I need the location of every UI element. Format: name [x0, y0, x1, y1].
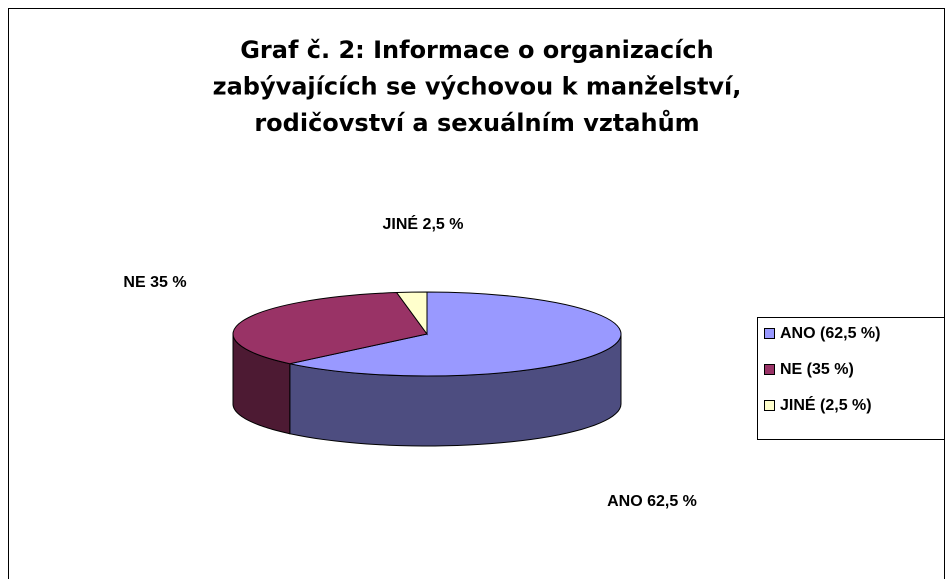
legend-swatch [764, 328, 775, 339]
legend-box [757, 317, 945, 440]
legend-swatch [764, 364, 775, 375]
data-label: JINÉ 2,5 % [383, 214, 464, 233]
pie-slice [289, 291, 622, 377]
pie-slice [395, 291, 428, 336]
data-label: NE 35 % [123, 274, 186, 291]
pie-slice [232, 292, 428, 365]
legend-label: JINÉ (2,5 %) [780, 395, 872, 414]
legend-label: ANO (62,5 %) [780, 325, 880, 342]
chart-title: zabývajících se výchovou k manželství, [213, 73, 742, 101]
legend-label: NE (35 %) [780, 361, 854, 378]
chart-title: Graf č. 2: Informace o organizacích [240, 36, 714, 64]
data-label: ANO 62,5 % [607, 493, 697, 510]
legend-swatch [764, 400, 775, 411]
chart-title: rodičovství a sexuálním vztahům [254, 109, 699, 137]
